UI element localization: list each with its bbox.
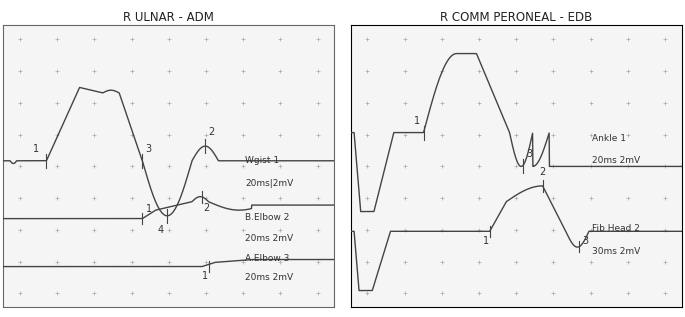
Text: 2: 2 bbox=[203, 203, 210, 213]
Text: B.Elbow 2: B.Elbow 2 bbox=[245, 213, 289, 222]
Text: 1: 1 bbox=[146, 204, 152, 214]
Text: Wgist 1: Wgist 1 bbox=[245, 156, 279, 165]
Text: 3: 3 bbox=[526, 149, 532, 159]
Text: 1: 1 bbox=[483, 236, 489, 246]
Text: 4: 4 bbox=[158, 225, 164, 235]
Text: 1: 1 bbox=[202, 271, 208, 281]
Text: 20ms 2mV: 20ms 2mV bbox=[245, 234, 293, 243]
Text: Ankle 1: Ankle 1 bbox=[593, 134, 626, 143]
Title: R ULNAR - ADM: R ULNAR - ADM bbox=[123, 11, 214, 24]
Text: 2: 2 bbox=[539, 167, 545, 177]
Text: 20ms 2mV: 20ms 2mV bbox=[593, 156, 640, 165]
Title: R COMM PERONEAL - EDB: R COMM PERONEAL - EDB bbox=[440, 11, 593, 24]
Text: 30ms 2mV: 30ms 2mV bbox=[593, 247, 640, 256]
Text: 3: 3 bbox=[146, 144, 152, 154]
Text: 3: 3 bbox=[582, 236, 588, 246]
Text: 2: 2 bbox=[208, 127, 215, 137]
Text: 1: 1 bbox=[414, 116, 420, 126]
Text: Fib Head 2: Fib Head 2 bbox=[593, 224, 640, 233]
Text: 20ms|2mV: 20ms|2mV bbox=[245, 179, 293, 188]
Text: 1: 1 bbox=[33, 144, 39, 154]
Text: A.Elbow 3: A.Elbow 3 bbox=[245, 254, 289, 262]
Text: 20ms 2mV: 20ms 2mV bbox=[245, 273, 293, 282]
